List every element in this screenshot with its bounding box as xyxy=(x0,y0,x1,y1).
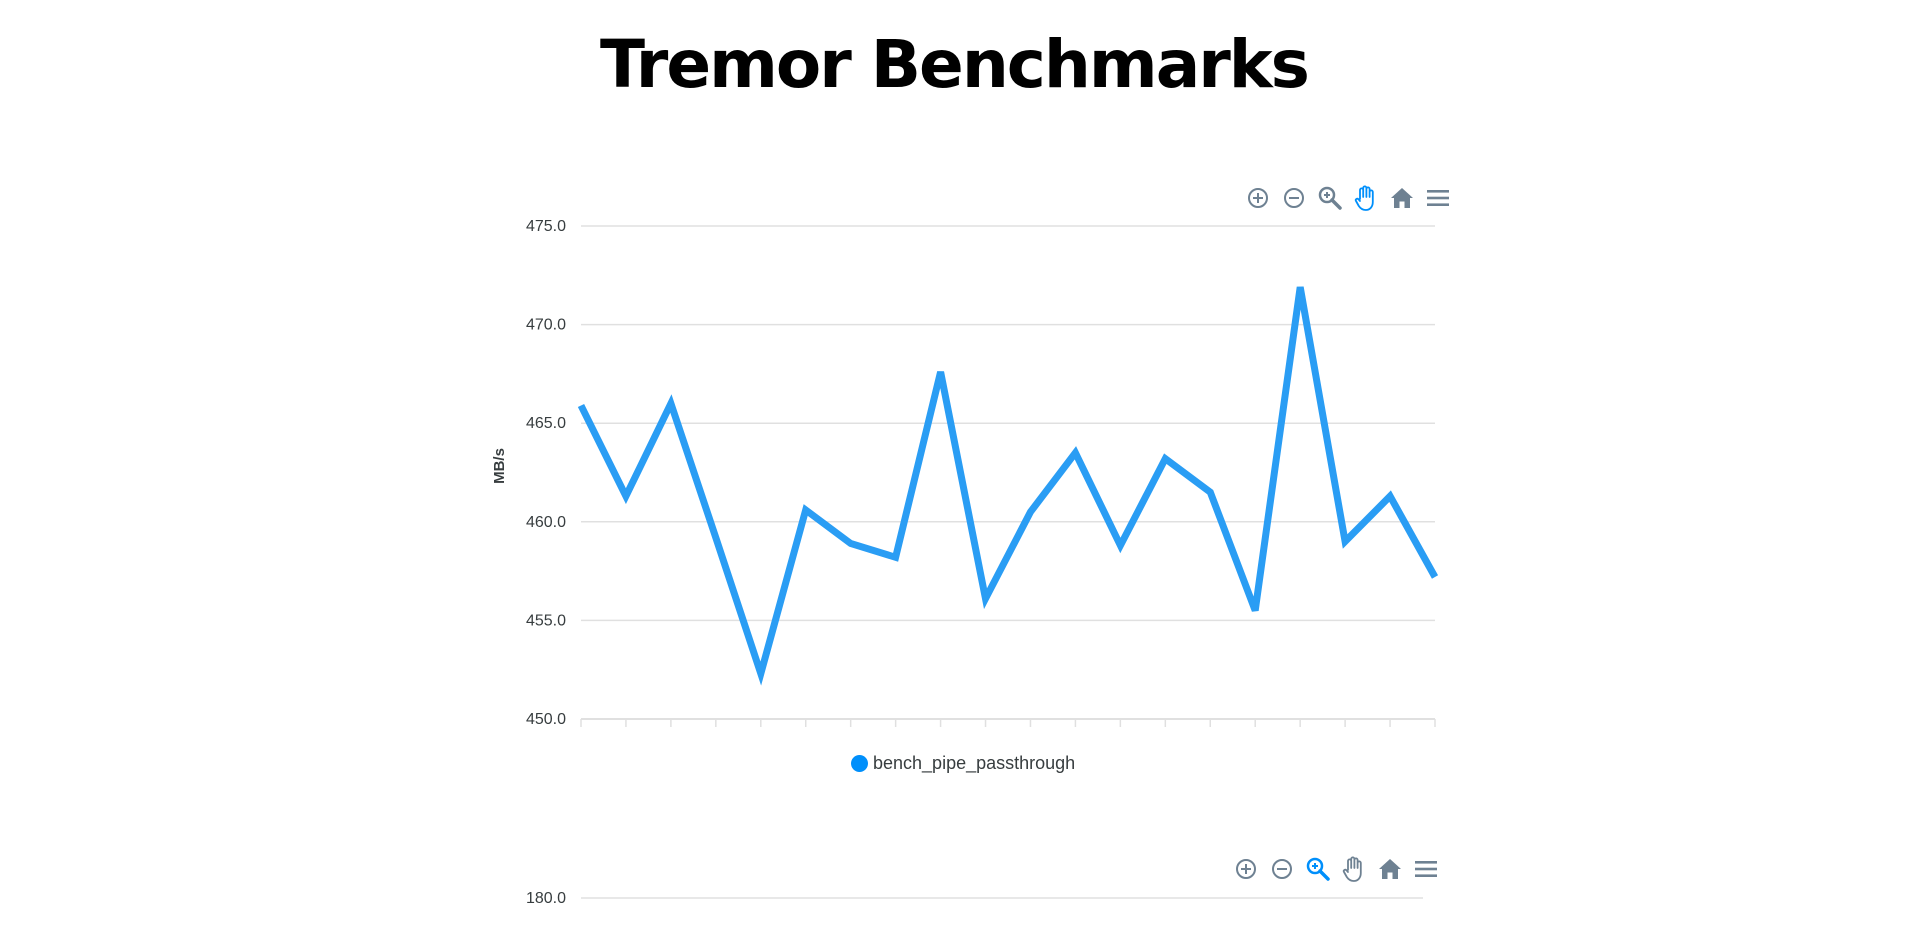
y-tick-label: 450.0 xyxy=(526,711,566,728)
y-tick-label: 475.0 xyxy=(526,218,566,235)
chart1-legend[interactable]: bench_pipe_passthrough xyxy=(851,753,1075,774)
y-tick-label: 180.0 xyxy=(526,890,566,907)
menu-icon[interactable] xyxy=(1423,183,1453,213)
legend-series-label: bench_pipe_passthrough xyxy=(873,753,1076,773)
chart1-series-layer xyxy=(577,286,1439,686)
chart1-gridlines xyxy=(581,225,1435,622)
y-tick-label: 470.0 xyxy=(526,317,566,334)
selection-zoom-icon[interactable] xyxy=(1303,854,1333,884)
y-tick-label: 455.0 xyxy=(526,612,566,629)
zoom-in-icon[interactable] xyxy=(1243,183,1273,213)
y-tick-label: 460.0 xyxy=(526,514,566,531)
zoom-in-icon[interactable] xyxy=(1231,854,1261,884)
chart1-toolbar xyxy=(1243,183,1453,213)
zoom-out-icon[interactable] xyxy=(1279,183,1309,213)
legend-marker xyxy=(851,755,868,772)
chart1-y-axis: 475.0 470.0 465.0 460.0 455.0 450.0 xyxy=(526,218,566,728)
chart1-x-axis xyxy=(580,718,1436,727)
series-line-bench_pipe_passthrough[interactable] xyxy=(577,286,1439,686)
y-tick-label: 465.0 xyxy=(526,415,566,432)
zoom-out-icon[interactable] xyxy=(1267,854,1297,884)
home-reset-icon[interactable] xyxy=(1387,183,1417,213)
menu-icon[interactable] xyxy=(1411,854,1441,884)
chart2-toolbar xyxy=(1231,854,1441,884)
chart2-y-axis: 180.0 xyxy=(526,890,566,907)
home-reset-icon[interactable] xyxy=(1375,854,1405,884)
pan-hand-icon[interactable] xyxy=(1351,183,1381,213)
page-title: Tremor Benchmarks xyxy=(600,26,1310,103)
chart1-y-axis-title: MB/s xyxy=(491,448,508,484)
pan-hand-icon[interactable] xyxy=(1339,854,1369,884)
selection-zoom-icon[interactable] xyxy=(1315,183,1345,213)
